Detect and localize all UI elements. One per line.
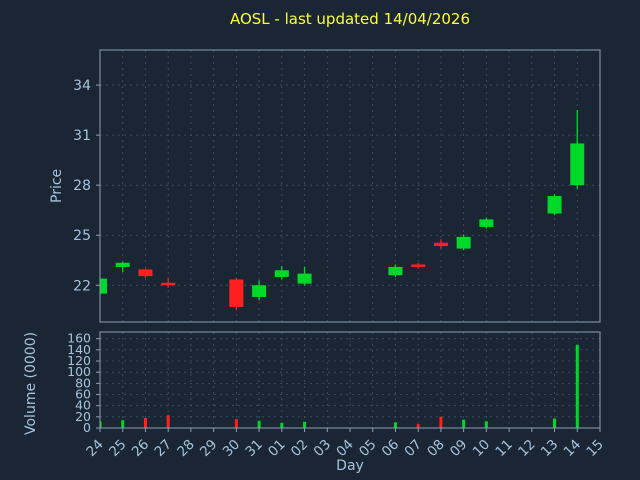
candle-body bbox=[274, 270, 289, 277]
candle-body bbox=[388, 266, 403, 276]
price-tick-label: 22 bbox=[73, 278, 91, 294]
chart-title: AOSL - last updated 14/04/2026 bbox=[229, 10, 471, 28]
candle-body bbox=[138, 269, 153, 277]
candle-body bbox=[100, 278, 107, 294]
volume-bar bbox=[575, 344, 579, 428]
volume-bar bbox=[462, 419, 466, 428]
volume-bar bbox=[280, 422, 284, 428]
volume-tick-label: 140 bbox=[67, 342, 91, 357]
candle-body bbox=[115, 262, 130, 267]
volume-bars-group bbox=[100, 344, 579, 428]
volume-tick-label: 80 bbox=[75, 375, 91, 390]
volume-axis-label: Volume (0000) bbox=[23, 331, 39, 435]
volume-bar bbox=[553, 418, 557, 428]
volume-bar bbox=[166, 415, 170, 428]
volume-tick-label: 120 bbox=[67, 353, 91, 368]
price-tick-label: 31 bbox=[73, 128, 91, 144]
candle-body bbox=[297, 273, 312, 284]
volume-bar bbox=[416, 424, 420, 428]
candle-body bbox=[570, 143, 585, 186]
volume-tick-label: 160 bbox=[67, 331, 91, 346]
volume-tick-label: 40 bbox=[75, 398, 91, 413]
volume-bar bbox=[234, 419, 238, 428]
price-tick-label: 28 bbox=[73, 178, 91, 194]
candle-body bbox=[479, 219, 494, 227]
candle-body bbox=[161, 282, 176, 286]
volume-bar bbox=[484, 421, 488, 428]
volume-tick-label: 100 bbox=[67, 364, 91, 379]
volume-bar bbox=[143, 417, 147, 428]
candle-body bbox=[411, 264, 426, 267]
price-plot-frame bbox=[99, 49, 601, 323]
candle-body bbox=[433, 242, 448, 247]
volume-bar bbox=[100, 421, 102, 428]
volume-tick-label: 60 bbox=[75, 387, 91, 402]
x-axis-label: Day bbox=[336, 458, 364, 474]
candles-group bbox=[100, 110, 585, 311]
price-axis-label: Price bbox=[49, 168, 65, 204]
price-tick-label: 34 bbox=[73, 78, 91, 94]
volume-bar bbox=[257, 420, 261, 428]
volume-tick-label: 20 bbox=[75, 409, 91, 424]
volume-bar bbox=[303, 421, 307, 428]
volume-plot-frame bbox=[99, 331, 601, 429]
price-tick-label: 25 bbox=[73, 228, 91, 244]
volume-tick-label: 0 bbox=[83, 420, 91, 435]
candle-body bbox=[229, 279, 244, 307]
candle-body bbox=[547, 196, 562, 214]
volume-bar bbox=[121, 420, 125, 428]
candle-body bbox=[252, 285, 267, 297]
candle-body bbox=[456, 236, 471, 249]
volume-bar bbox=[393, 422, 397, 428]
volume-bar bbox=[439, 416, 443, 428]
